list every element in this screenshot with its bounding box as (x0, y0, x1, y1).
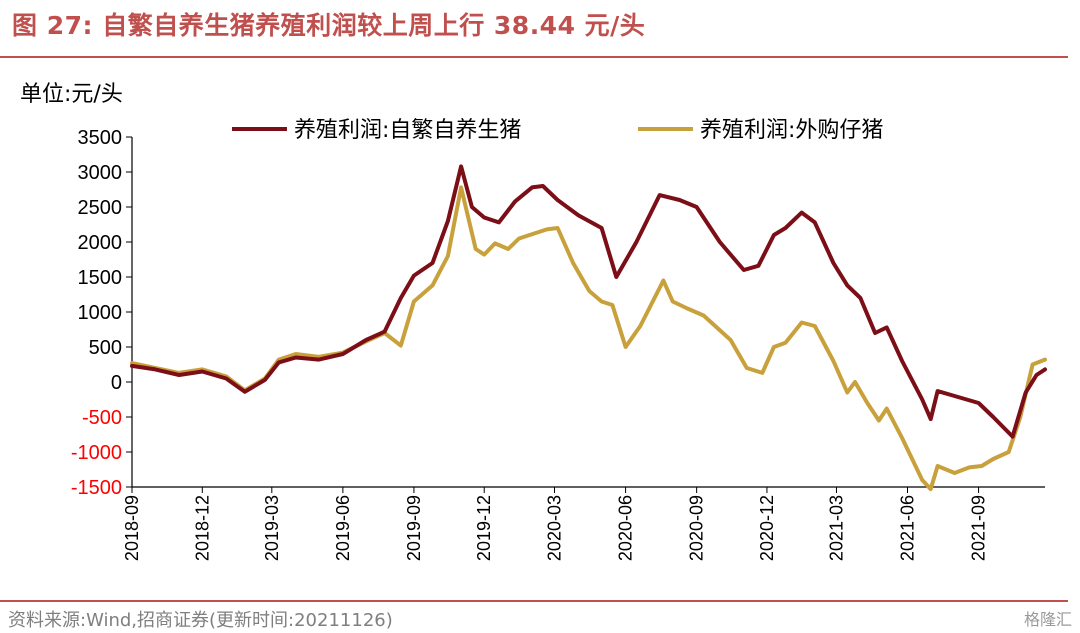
y-tick-label: -1500 (71, 477, 122, 499)
line-chart: 3500 3000 2500 2000 1500 1000 500 0 -500 -1000 -15… (71, 118, 1047, 561)
x-tick-label: 2020-03 (545, 495, 565, 561)
series-line-purchased-piglets (130, 185, 1047, 492)
y-tick-label: 1500 (78, 267, 123, 289)
y-tick-label: 3000 (78, 162, 123, 184)
x-tick-label: 2020-09 (687, 495, 707, 561)
x-tick-label: 2020-12 (757, 495, 777, 561)
y-tick-label: -500 (82, 407, 122, 429)
x-tick-label: 2018-12 (192, 495, 212, 561)
legend-label: 养殖利润:外购仔猪 (700, 118, 883, 143)
figure-title: 图 27: 自繁自养生猪养殖利润较上周上行 38.44 元/头 (12, 11, 646, 40)
x-tick-label: 2019-03 (262, 495, 282, 561)
footer-divider (0, 600, 1068, 602)
x-tick-label: 2021-06 (898, 495, 918, 561)
legend-label: 养殖利润:自繁自养生猪 (294, 118, 521, 143)
y-tick-label: 500 (89, 337, 122, 359)
title-divider (0, 56, 1068, 58)
source-note: 资料来源:Wind,招商证券(更新时间:20211126) (8, 610, 393, 631)
x-tick-label: 2019-12 (474, 495, 494, 561)
x-tick-label: 2018-09 (122, 495, 142, 561)
x-tick-label: 2020-06 (616, 495, 636, 561)
y-tick-label: 1000 (78, 302, 123, 324)
y-tick-label: 2500 (78, 197, 123, 219)
watermark-logo: 格隆汇 (1023, 610, 1072, 629)
y-tick-label: 3500 (78, 127, 123, 149)
y-tick-label: -1000 (71, 442, 122, 464)
x-tick-label: 2019-06 (333, 495, 353, 561)
y-tick-label: 0 (111, 372, 122, 394)
x-tick-label: 2019-09 (404, 495, 424, 561)
x-tick-label: 2021-03 (826, 495, 846, 561)
x-tick-label: 2021-09 (969, 495, 989, 561)
y-tick-label: 2000 (78, 232, 123, 254)
series-line-self-bred (130, 164, 1047, 439)
unit-label: 单位:元/头 (20, 82, 123, 107)
